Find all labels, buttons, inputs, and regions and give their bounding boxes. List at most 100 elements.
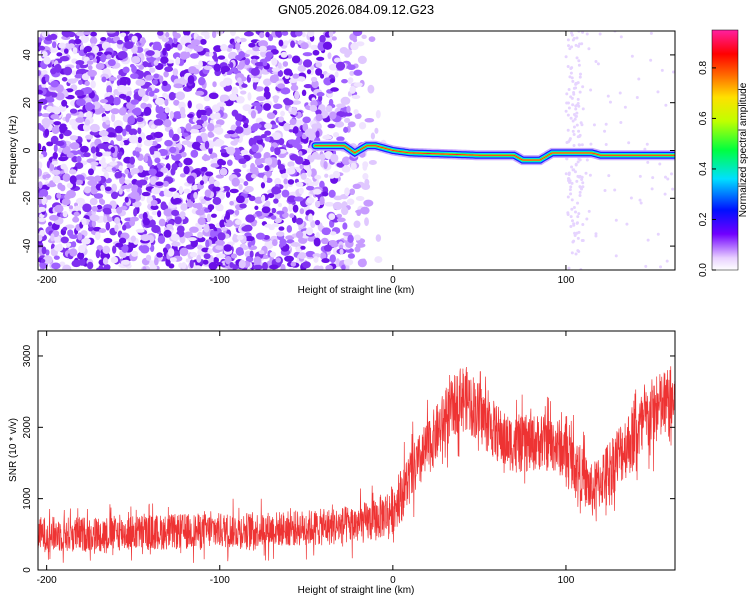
noise-blob (263, 90, 271, 100)
noise-blob (122, 139, 130, 146)
noise-blob (264, 122, 273, 130)
noise-blob (69, 175, 77, 184)
spectrogram-y-label: Frequency (Hz) (8, 116, 19, 185)
noise-blob (228, 44, 234, 49)
noise-dot (572, 239, 576, 243)
noise-blob (85, 110, 93, 120)
noise-blob (186, 199, 194, 208)
noise-blob (216, 102, 226, 107)
noise-blob (164, 139, 173, 147)
noise-blob (189, 53, 200, 59)
noise-blob (154, 97, 165, 106)
noise-blob (245, 49, 255, 55)
noise-blob (230, 133, 239, 138)
noise-blob (106, 54, 112, 60)
noise-dot (570, 251, 574, 255)
noise-dot (577, 212, 581, 216)
noise-blob (370, 132, 376, 140)
noise-blob (200, 38, 207, 45)
noise-dot (643, 147, 647, 151)
noise-dot (580, 238, 584, 242)
noise-blob (347, 121, 356, 128)
noise-blob (269, 264, 279, 270)
noise-blob (277, 202, 283, 208)
noise-blob (89, 104, 96, 110)
noise-blob (354, 246, 361, 253)
noise-blob (215, 119, 225, 126)
noise-blob (205, 171, 214, 177)
noise-blob (308, 132, 316, 141)
noise-dot (567, 106, 571, 110)
noise-blob (58, 42, 66, 49)
noise-blob (180, 112, 186, 119)
noise-blob (196, 254, 202, 263)
noise-blob (277, 62, 282, 69)
noise-dot (567, 173, 571, 177)
noise-blob (344, 187, 350, 197)
noise-blob (163, 229, 172, 238)
noise-blob (163, 188, 169, 197)
noise-blob (250, 173, 257, 179)
noise-dot (564, 109, 568, 113)
noise-blob (73, 215, 79, 223)
noise-blob (83, 87, 93, 94)
noise-blob (104, 151, 111, 157)
noise-blob (358, 121, 367, 130)
noise-dot (566, 113, 570, 117)
noise-blob (65, 224, 75, 229)
noise-blob (375, 234, 382, 242)
noise-blob (162, 92, 168, 98)
noise-dot (623, 105, 627, 109)
noise-blob (224, 255, 232, 265)
noise-blob (75, 197, 85, 205)
noise-blob (140, 234, 151, 242)
noise-blob (62, 173, 71, 182)
noise-dot (573, 170, 577, 174)
noise-blob (208, 176, 215, 186)
noise-dot (618, 91, 622, 95)
noise-blob (242, 245, 249, 251)
colorbar-tick-label: 0.6 (698, 111, 709, 125)
noise-blob (307, 213, 314, 223)
noise-blob (219, 148, 227, 154)
noise-blob (254, 50, 260, 56)
noise-blob (270, 124, 279, 129)
noise-blob (247, 241, 252, 248)
noise-blob (59, 55, 70, 62)
noise-blob (170, 233, 180, 241)
noise-blob (64, 31, 70, 38)
noise-blob (51, 125, 60, 135)
noise-blob (231, 86, 239, 96)
noise-dot (570, 76, 574, 80)
noise-blob (87, 168, 94, 176)
noise-blob (312, 253, 321, 258)
noise-dot (627, 141, 631, 145)
noise-blob (58, 147, 63, 153)
noise-blob (207, 204, 215, 211)
noise-dot (577, 230, 581, 234)
noise-blob (249, 250, 254, 258)
noise-dot (576, 201, 580, 205)
noise-dot (576, 97, 580, 101)
noise-blob (150, 150, 155, 155)
noise-blob (322, 191, 329, 197)
noise-blob (178, 185, 184, 195)
noise-blob (186, 175, 195, 184)
noise-blob (270, 215, 277, 220)
noise-dot (570, 96, 574, 100)
noise-dot (594, 234, 598, 238)
noise-blob (306, 197, 315, 204)
noise-blob (38, 234, 43, 242)
noise-blob (346, 198, 355, 205)
noise-blob (195, 209, 205, 216)
noise-blob (292, 73, 300, 79)
noise-blob (89, 214, 100, 222)
noise-blob (67, 229, 74, 237)
noise-blob (230, 31, 236, 37)
noise-blob (335, 61, 346, 71)
noise-blob (210, 163, 220, 168)
noise-blob (43, 255, 53, 264)
noise-dot (677, 174, 680, 177)
